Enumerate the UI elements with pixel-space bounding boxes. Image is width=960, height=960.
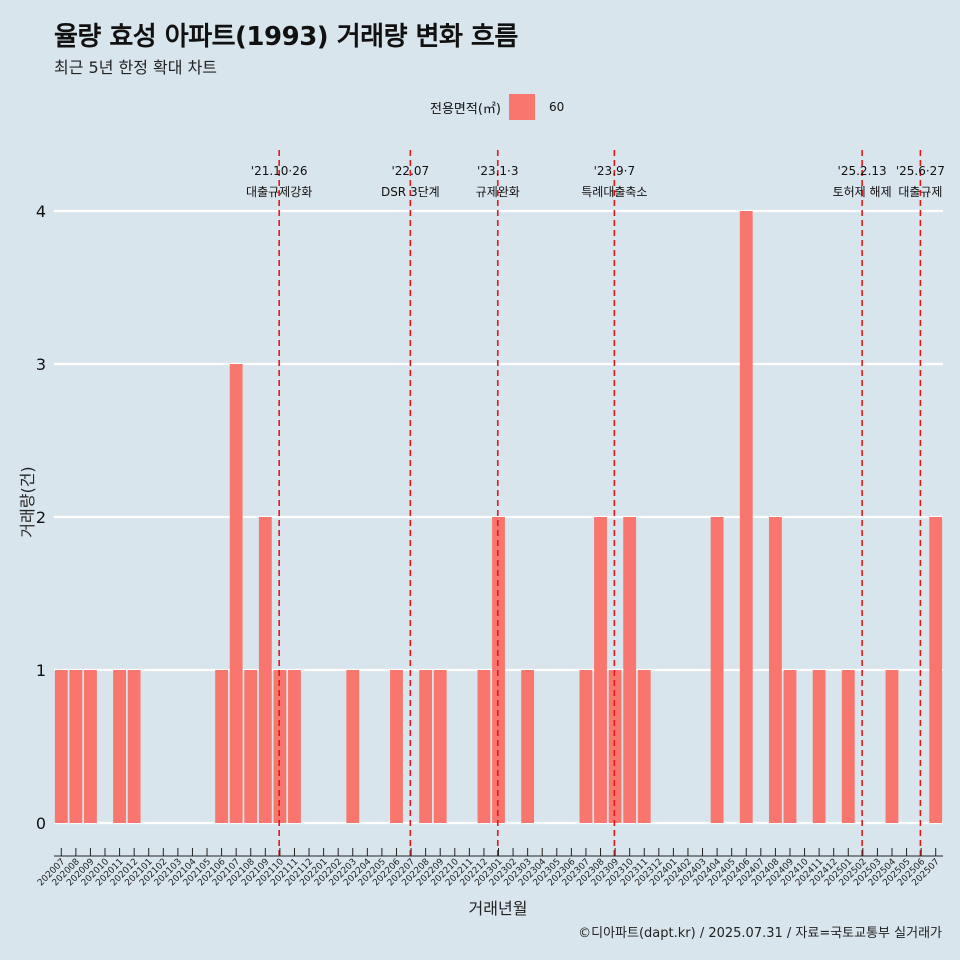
bar bbox=[637, 670, 651, 823]
y-axis-title: 거래량(건) bbox=[18, 466, 37, 537]
event-date-label: '21.10·26 bbox=[251, 164, 308, 178]
bar bbox=[885, 670, 899, 823]
bar bbox=[54, 670, 68, 823]
bar bbox=[84, 670, 97, 823]
event-date-label: '23.1·3 bbox=[477, 164, 518, 178]
bar bbox=[419, 670, 433, 823]
bar bbox=[579, 670, 593, 823]
event-date-label: '25.6·27 bbox=[896, 164, 945, 178]
bar bbox=[390, 670, 403, 823]
bar bbox=[433, 670, 447, 823]
bar-layer bbox=[54, 211, 943, 823]
event-date-label: '22.07 bbox=[392, 164, 430, 178]
bar bbox=[608, 670, 622, 823]
bar bbox=[215, 670, 229, 823]
event-label: 특례대출축소 bbox=[581, 185, 647, 199]
bar bbox=[127, 670, 141, 823]
bar bbox=[710, 517, 724, 823]
bar bbox=[594, 517, 607, 823]
bar bbox=[929, 517, 943, 823]
bar bbox=[258, 517, 272, 823]
bar bbox=[768, 517, 782, 823]
event-label: 규제완화 bbox=[476, 185, 520, 199]
chart-subtitle: 최근 5년 한정 확대 차트 bbox=[54, 58, 218, 77]
y-tick-label: 2 bbox=[36, 508, 46, 527]
legend-title: 전용면적(㎡) bbox=[430, 101, 501, 117]
bar bbox=[841, 670, 855, 823]
event-date-label: '25.2.13 bbox=[838, 164, 887, 178]
bar bbox=[69, 670, 83, 823]
y-tick-label: 0 bbox=[36, 814, 46, 833]
x-axis-title: 거래년월 bbox=[469, 899, 528, 918]
bar bbox=[229, 364, 243, 823]
event-label: 대출규제강화 bbox=[246, 185, 312, 199]
bar bbox=[477, 670, 491, 823]
bar bbox=[521, 670, 535, 823]
bar bbox=[288, 670, 301, 823]
bar bbox=[812, 670, 826, 823]
legend-key: 60 bbox=[548, 100, 565, 114]
legend: 전용면적(㎡) 60 bbox=[430, 94, 564, 120]
y-tick-label: 3 bbox=[36, 355, 46, 374]
bar bbox=[346, 670, 360, 823]
event-layer: '21.10·26 대출규제강화 '22.07 DSR 3단계 '23.1·3 규제완화 '… bbox=[246, 150, 945, 856]
event-label: 토허제 해제 bbox=[833, 185, 892, 199]
event-label: DSR 3단계 bbox=[381, 185, 440, 199]
bar bbox=[273, 670, 287, 823]
bar bbox=[623, 517, 637, 823]
y-tick-label: 4 bbox=[36, 202, 46, 221]
event-label: 대출규제 bbox=[898, 185, 942, 199]
y-tick-label: 1 bbox=[36, 661, 46, 680]
bar bbox=[739, 211, 753, 823]
source-caption: ©디아파트(dapt.kr) / 2025.07.31 / 자료=국토교통부 실… bbox=[578, 926, 942, 941]
bar bbox=[113, 670, 126, 823]
chart-title: 율량 효성 아파트(1993) 거래량 변화 흐름 bbox=[54, 22, 518, 52]
legend-swatch bbox=[508, 94, 535, 120]
bar bbox=[783, 670, 797, 823]
event-date-label: '23.9·7 bbox=[594, 164, 635, 178]
bar bbox=[244, 670, 258, 823]
